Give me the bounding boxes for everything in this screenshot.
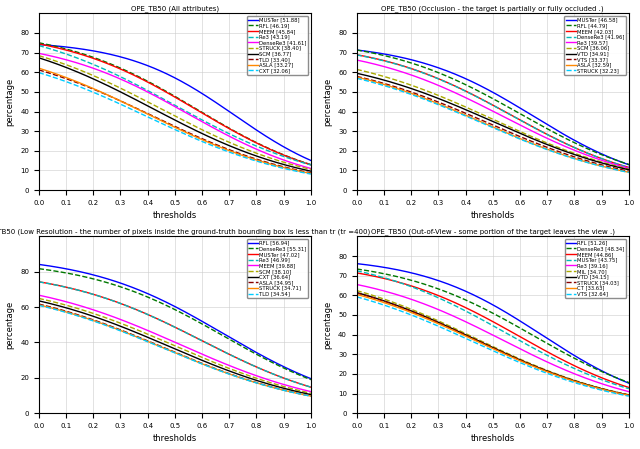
Legend: MUSTer [51.88], RFL [46.19], MEEM [45.84], Re3 [43.19], DenseRe3 [41.61], STRUCK: MUSTer [51.88], RFL [46.19], MEEM [45.84… [246, 16, 308, 75]
Y-axis label: percentage: percentage [323, 301, 332, 349]
Title: OPE_TB50 (All attributes): OPE_TB50 (All attributes) [131, 5, 219, 12]
Legend: RFL [56.94], DenseRe3 [55.31], MUSTer [47.02], Re3 [46.99], MEEM [39.88], SCM [3: RFL [56.94], DenseRe3 [55.31], MUSTer [4… [246, 239, 308, 298]
Title: OPE_TB50 (Out-of-View - some portion of the target leaves the view .): OPE_TB50 (Out-of-View - some portion of … [371, 229, 615, 235]
Y-axis label: percentage: percentage [6, 78, 15, 126]
Legend: MUSTer [46.58], RFL [44.79], MEEM [42.03], DenseRe3 [41.96], Re3 [39.57], SCM [3: MUSTer [46.58], RFL [44.79], MEEM [42.03… [564, 16, 626, 75]
X-axis label: thresholds: thresholds [470, 435, 515, 444]
Y-axis label: percentage: percentage [6, 301, 15, 349]
X-axis label: thresholds: thresholds [470, 211, 515, 220]
Legend: RFL [51.26], DenseRe3 [48.34], MEEM [44.86], MUSTer [43.75], Re3 [39.16], MIL [3: RFL [51.26], DenseRe3 [48.34], MEEM [44.… [564, 239, 626, 298]
Y-axis label: percentage: percentage [323, 78, 332, 126]
Title: OPE_TB50 (Occlusion - the target is partially or fully occluded .): OPE_TB50 (Occlusion - the target is part… [381, 5, 604, 12]
X-axis label: thresholds: thresholds [153, 435, 197, 444]
Title: OPE_TB50 (Low Resolution - the number of pixels inside the ground-truth bounding: OPE_TB50 (Low Resolution - the number of… [0, 229, 370, 235]
X-axis label: thresholds: thresholds [153, 211, 197, 220]
